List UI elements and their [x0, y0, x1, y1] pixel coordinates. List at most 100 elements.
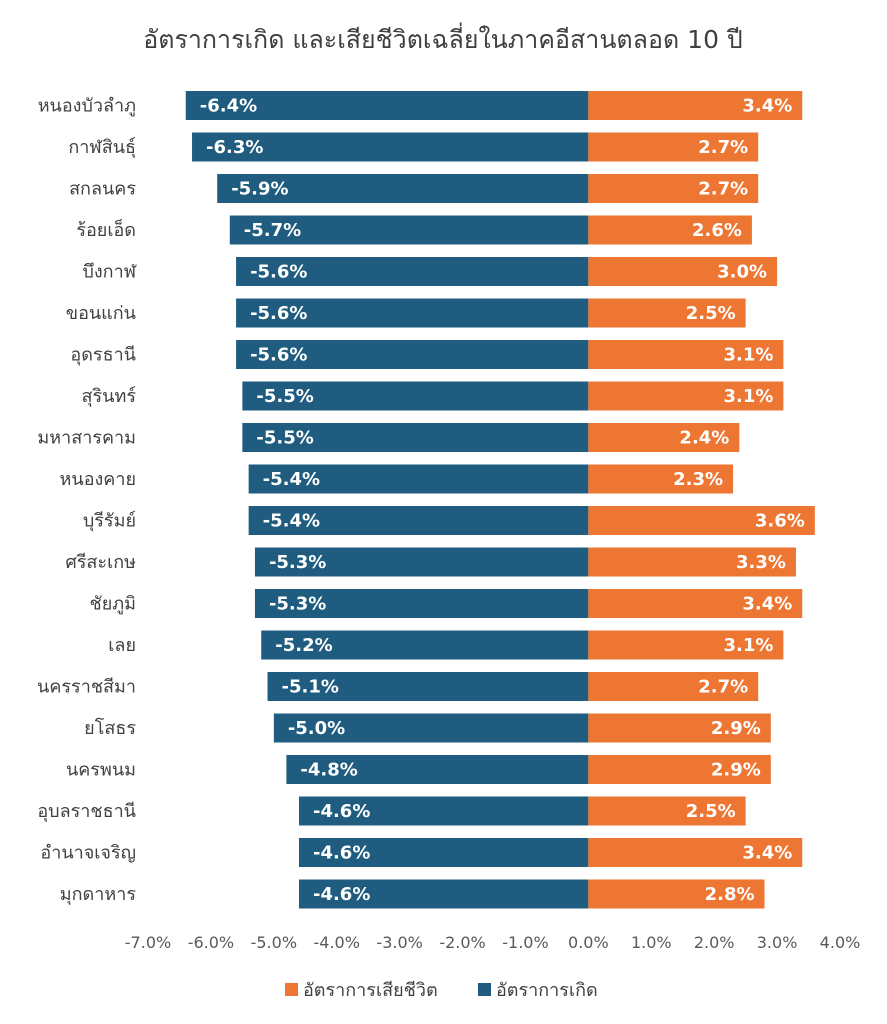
legend-swatch: [478, 983, 491, 996]
birth-rate-bar: [254, 589, 589, 618]
death-rate-label: 3.0%: [717, 262, 767, 283]
x-tick-label: -5.0%: [251, 933, 297, 952]
birth-rate-label: -5.3%: [269, 594, 326, 615]
birth-rate-label: -4.6%: [313, 843, 370, 864]
death-rate-label: 2.9%: [711, 718, 761, 739]
death-rate-label: 3.6%: [755, 511, 805, 532]
birth-rate-bar: [286, 755, 589, 784]
birth-rate-bar: [217, 174, 589, 203]
x-tick-label: 1.0%: [631, 933, 672, 952]
x-tick-label: 4.0%: [820, 933, 861, 952]
death-rate-bar: [588, 91, 803, 120]
birth-rate-label: -5.2%: [275, 635, 332, 656]
birth-rate-bar: [236, 257, 589, 286]
birth-rate-bar: [242, 423, 589, 452]
death-rate-bar: [588, 838, 803, 867]
x-tick-label: 0.0%: [568, 933, 609, 952]
x-tick-label: -3.0%: [376, 933, 422, 952]
death-rate-series: 3.4% 2.7% 2.7% 2.6% 3.0% 2.5% 3.1% 3.1% 2.4% 2.3%…: [588, 91, 815, 909]
death-rate-bar: [588, 506, 815, 535]
chart-title: อัตราการเกิด และเสียชีวิตเฉลี่ยในภาคอีสา…: [143, 22, 743, 54]
death-rate-bar: [588, 381, 784, 411]
death-rate-bar: [588, 340, 784, 369]
birth-rate-bar: [298, 796, 589, 826]
birth-rate-bar: [248, 464, 589, 494]
death-rate-label: 2.7%: [698, 677, 748, 698]
death-rate-bar: [588, 423, 740, 452]
birth-rate-label: -5.6%: [250, 303, 307, 324]
death-rate-bar: [588, 257, 778, 286]
death-rate-label: 3.1%: [723, 635, 773, 656]
birth-rate-label: -5.9%: [231, 179, 288, 200]
birth-rate-label: -6.3%: [206, 137, 263, 158]
legend-label: อัตราการเกิด: [496, 980, 598, 1001]
category-label: ร้อยเอ็ด: [76, 218, 136, 241]
legend-swatch: [285, 983, 298, 996]
death-rate-label: 3.4%: [742, 594, 792, 615]
category-label: อำนาจเจริญ: [40, 843, 136, 864]
legend: อัตราการเสียชีวิต อัตราการเกิด: [285, 980, 598, 1001]
death-rate-label: 2.6%: [692, 220, 742, 241]
death-rate-bar: [588, 132, 759, 162]
birth-rate-label: -4.8%: [300, 760, 357, 781]
birth-rate-label: -5.3%: [269, 552, 326, 573]
death-rate-label: 2.8%: [705, 884, 755, 905]
category-label: หนองคาย: [60, 469, 136, 490]
birth-rate-bar: [185, 91, 589, 120]
birth-rate-label: -5.1%: [282, 677, 339, 698]
category-label: ชัยภูมิ: [90, 594, 137, 615]
birth-rate-label: -6.4%: [200, 96, 257, 117]
category-label: ยโสธร: [84, 717, 136, 739]
x-tick-label: -7.0%: [125, 933, 171, 952]
death-rate-label: 3.4%: [742, 96, 792, 117]
birth-rate-label: -5.4%: [263, 511, 320, 532]
birth-rate-bar: [273, 713, 589, 743]
birth-rate-label: -5.6%: [250, 262, 307, 283]
category-label: นครพนม: [66, 760, 136, 781]
death-rate-bar: [588, 464, 734, 494]
birth-rate-bar: [236, 298, 589, 328]
birth-rate-label: -5.5%: [256, 386, 313, 407]
category-label: มหาสารคาม: [37, 428, 136, 449]
birth-rate-label: -5.7%: [244, 220, 301, 241]
death-rate-label: 3.4%: [742, 843, 792, 864]
category-label: บึงกาฬ: [82, 262, 136, 283]
category-label: หนองบัวลำภู: [38, 96, 136, 117]
birth-rate-bar: [254, 547, 589, 577]
death-rate-label: 3.1%: [723, 386, 773, 407]
death-rate-label: 2.9%: [711, 760, 761, 781]
birth-rate-label: -5.4%: [263, 469, 320, 490]
x-tick-label: 3.0%: [757, 933, 798, 952]
death-rate-label: 2.5%: [686, 801, 736, 822]
birth-rate-bar: [248, 506, 589, 535]
category-label: กาฬสินธุ์: [68, 137, 136, 158]
death-rate-label: 2.3%: [673, 469, 723, 490]
death-rate-bar: [588, 215, 752, 245]
x-tick-label: -1.0%: [502, 933, 548, 952]
category-label: สกลนคร: [69, 179, 136, 200]
category-axis: หนองบัวลำภูกาฬสินธุ์สกลนครร้อยเอ็ดบึงกาฬ…: [37, 96, 137, 906]
x-tick-label: -2.0%: [439, 933, 485, 952]
x-tick-label: 2.0%: [694, 933, 735, 952]
birth-rate-label: -4.6%: [313, 884, 370, 905]
category-label: บุรีรัมย์: [83, 511, 136, 532]
category-label: อุบลราชธานี: [37, 801, 136, 822]
death-rate-bar: [588, 796, 746, 826]
death-rate-bar: [588, 672, 759, 701]
death-rate-bar: [588, 879, 765, 909]
death-rate-bar: [588, 630, 784, 660]
category-label: มุกดาหาร: [60, 884, 137, 905]
death-rate-bar: [588, 755, 771, 784]
category-label: นครราชสีมา: [37, 677, 136, 698]
birth-rate-label: -4.6%: [313, 801, 370, 822]
death-rate-bar: [588, 589, 803, 618]
category-label: ขอนแก่น: [66, 303, 136, 324]
death-rate-bar: [588, 298, 746, 328]
category-label: สุรินทร์: [82, 386, 137, 407]
x-tick-label: -4.0%: [314, 933, 360, 952]
death-rate-label: 2.7%: [698, 179, 748, 200]
birth-rate-label: -5.5%: [256, 428, 313, 449]
death-rate-bar: [588, 547, 796, 577]
